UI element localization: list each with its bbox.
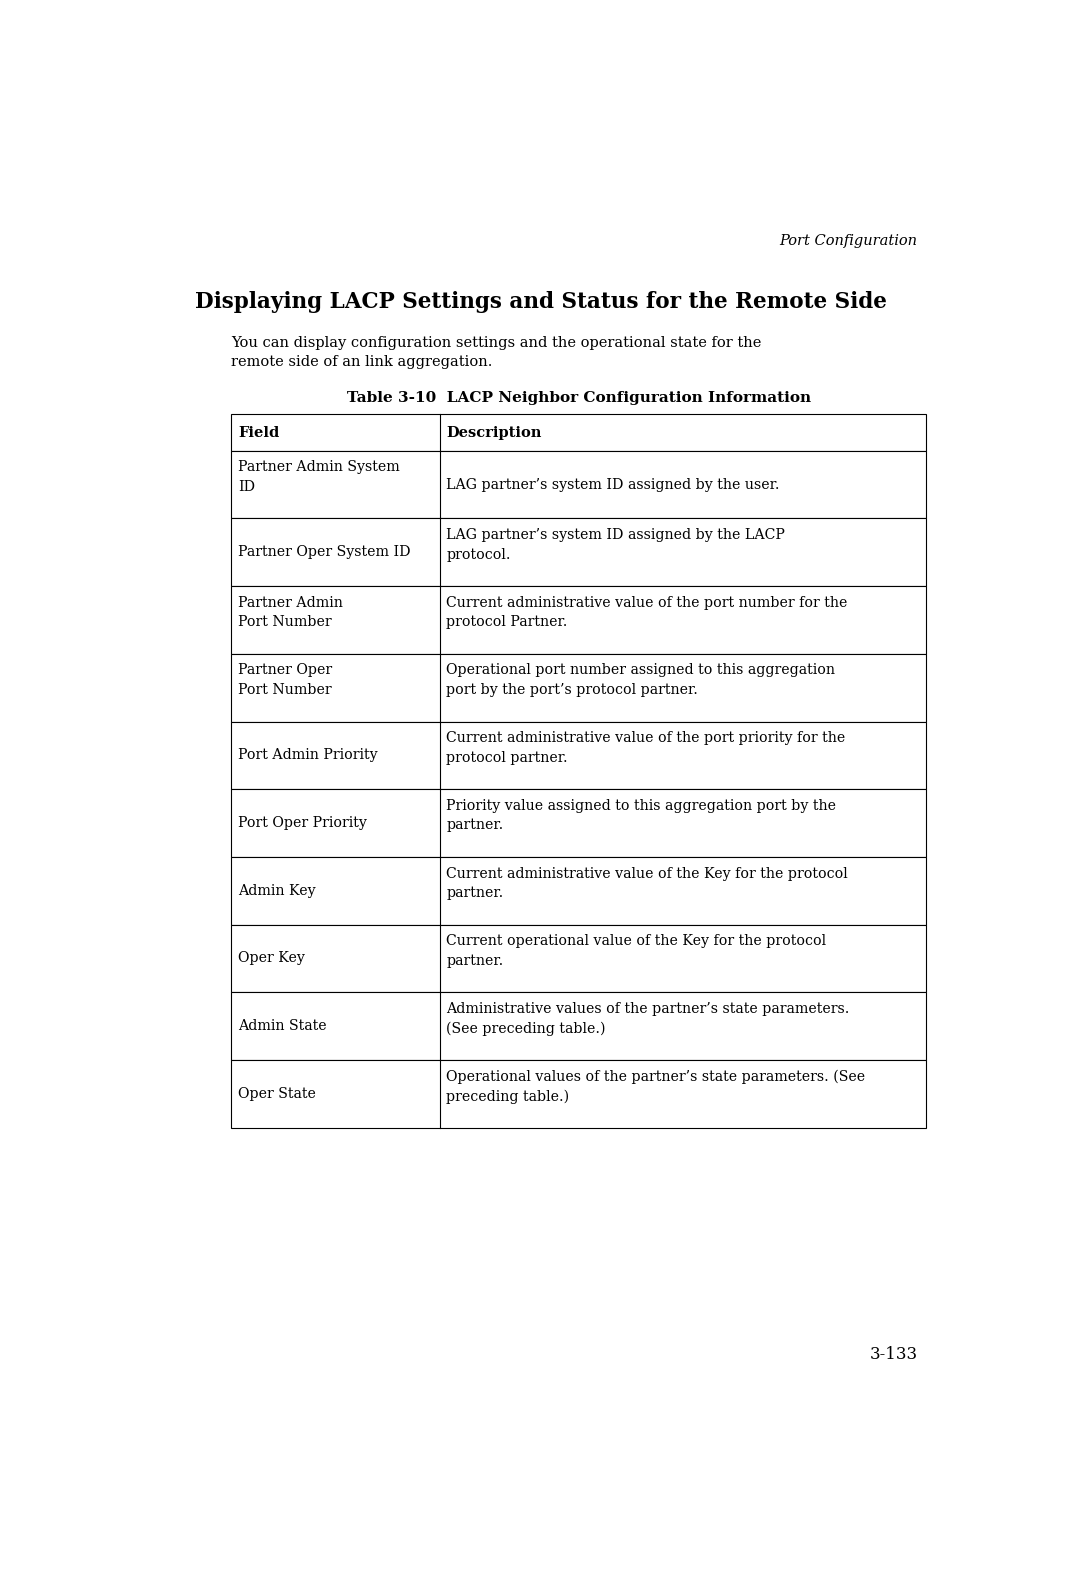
Bar: [231, 722, 926, 790]
Text: 3-133: 3-133: [869, 1347, 918, 1363]
Text: Current administrative value of the Key for the protocol
partner.: Current administrative value of the Key …: [446, 867, 848, 900]
Text: Port Oper Priority: Port Oper Priority: [238, 816, 367, 831]
Text: LAG partner’s system ID assigned by the user.: LAG partner’s system ID assigned by the …: [446, 477, 780, 491]
Text: Partner Oper System ID: Partner Oper System ID: [238, 545, 410, 559]
Text: Current administrative value of the port priority for the
protocol partner.: Current administrative value of the port…: [446, 732, 846, 765]
Text: Port Configuration: Port Configuration: [780, 234, 918, 248]
Text: Administrative values of the partner’s state parameters.
(See preceding table.): Administrative values of the partner’s s…: [446, 1002, 850, 1036]
Bar: [231, 790, 926, 857]
Text: Operational port number assigned to this aggregation
port by the port’s protocol: Operational port number assigned to this…: [446, 664, 835, 697]
Text: Current administrative value of the port number for the
protocol Partner.: Current administrative value of the port…: [446, 595, 848, 630]
Text: Partner Oper
Port Number: Partner Oper Port Number: [238, 664, 332, 697]
Bar: [231, 925, 926, 992]
Text: Operational values of the partner’s state parameters. (See
preceding table.): Operational values of the partner’s stat…: [446, 1069, 865, 1104]
Text: Admin Key: Admin Key: [238, 884, 315, 898]
Text: Oper State: Oper State: [238, 1086, 315, 1101]
Text: Table 3-10  LACP Neighbor Configuration Information: Table 3-10 LACP Neighbor Configuration I…: [347, 391, 811, 405]
Text: Current operational value of the Key for the protocol
partner.: Current operational value of the Key for…: [446, 934, 826, 967]
Text: Priority value assigned to this aggregation port by the
partner.: Priority value assigned to this aggregat…: [446, 799, 836, 832]
Bar: [231, 451, 926, 518]
Bar: [231, 857, 926, 925]
Text: Port Admin Priority: Port Admin Priority: [238, 749, 378, 763]
Bar: [231, 414, 926, 451]
Text: remote side of an link aggregation.: remote side of an link aggregation.: [231, 355, 492, 369]
Text: You can display configuration settings and the operational state for the: You can display configuration settings a…: [231, 336, 761, 350]
Text: Description: Description: [446, 425, 542, 440]
Text: Displaying LACP Settings and Status for the Remote Side: Displaying LACP Settings and Status for …: [195, 290, 887, 312]
Bar: [231, 992, 926, 1060]
Bar: [231, 518, 926, 586]
Text: Admin State: Admin State: [238, 1019, 326, 1033]
Text: Partner Admin
Port Number: Partner Admin Port Number: [238, 595, 342, 630]
Text: LAG partner’s system ID assigned by the LACP
protocol.: LAG partner’s system ID assigned by the …: [446, 528, 785, 562]
Text: Partner Admin System
ID: Partner Admin System ID: [238, 460, 400, 495]
Bar: [231, 653, 926, 722]
Bar: [231, 586, 926, 653]
Text: Oper Key: Oper Key: [238, 951, 305, 966]
Bar: [231, 1060, 926, 1127]
Text: Field: Field: [238, 425, 280, 440]
